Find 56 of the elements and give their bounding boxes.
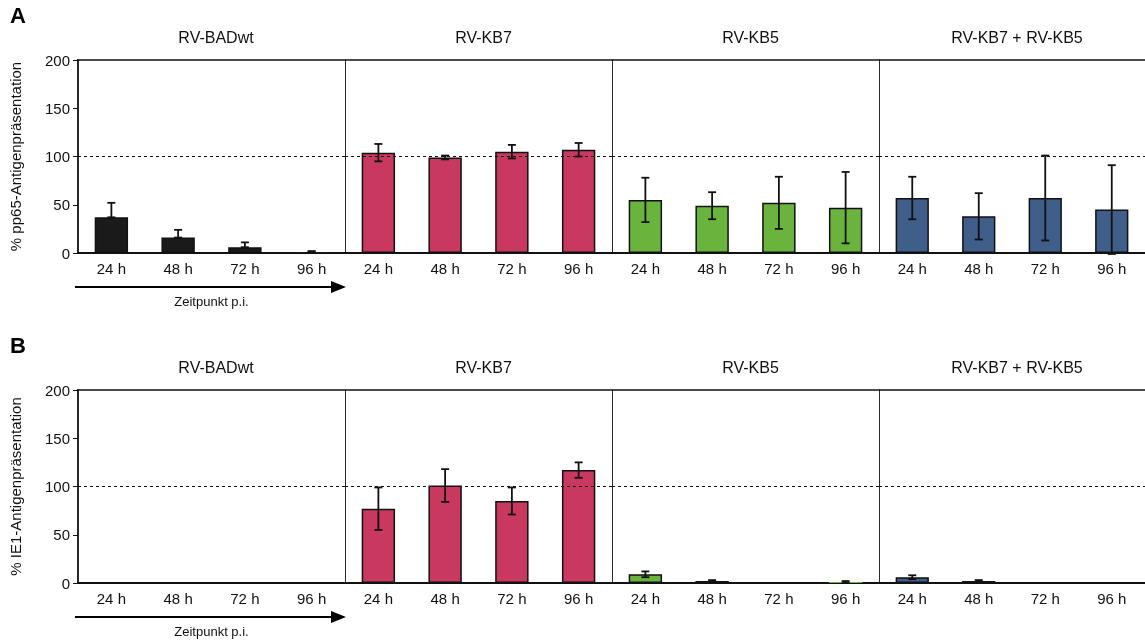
text: B [10,332,26,358]
x-tick-label: 48 h [964,260,994,277]
y-tick-label: 50 [53,196,70,214]
x-tick-label: 24 h [897,260,927,277]
y-axis-title: % IE1-Antigenpräsentation [7,397,24,576]
x-tick-label: 72 h [1030,590,1060,607]
x-tick-label: 48 h [697,260,727,277]
x-axis-title: Zeitpunkt p.i. [174,624,249,639]
x-tick-label: 24 h [897,590,927,607]
chart-title: RV-KB5 [722,28,779,46]
x-tick-label: 24 h [630,590,660,607]
x-tick-label: 24 h [630,260,660,277]
chart-title: RV-KB7 + RV-KB5 [951,28,1083,46]
x-tick-label: 24 h [363,260,393,277]
x-tick-label: 72 h [230,590,260,607]
x-tick-label: 24 h [363,590,393,607]
x-tick-label: 24 h [96,260,126,277]
x-tick-label: 72 h [764,590,794,607]
y-axis-title: % pp65-Antigenpräsentation [7,61,24,252]
x-tick-label: 96 h [831,260,861,277]
text: A [10,2,26,28]
chart-title: RV-BADwt [178,28,255,46]
chart-title: RV-BADwt [178,358,255,376]
x-tick-label: 96 h [297,590,327,607]
x-tick-label: 48 h [163,260,193,277]
y-tick-label: 200 [44,381,70,399]
x-tick-label: 72 h [497,590,527,607]
x-axis-title: Zeitpunkt p.i. [174,294,249,309]
chart-title: RV-KB7 + RV-KB5 [951,358,1083,376]
x-tick-label: 72 h [230,260,260,277]
chart-title: RV-KB7 [455,358,512,376]
y-tick-label: 150 [44,429,70,447]
x-tick-label: 96 h [1097,590,1127,607]
x-tick-label: 96 h [1097,260,1127,277]
x-tick-label: 24 h [96,590,126,607]
y-tick-label: 100 [44,478,70,495]
x-tick-label: 48 h [163,590,193,607]
y-tick-label: 200 [44,51,70,69]
x-tick-label: 96 h [564,590,594,607]
x-tick-label: 48 h [430,590,460,607]
x-tick-label: 72 h [764,260,794,277]
x-tick-label: 96 h [564,260,594,277]
y-tick-label: 100 [44,148,70,165]
x-tick-label: 72 h [1030,260,1060,277]
y-tick-label: 0 [61,244,70,262]
x-tick-label: 96 h [831,590,861,607]
x-tick-label: 48 h [430,260,460,277]
y-tick-label: 50 [53,526,70,544]
chart-title: RV-KB5 [722,358,779,376]
y-tick-label: 150 [44,99,70,117]
x-tick-label: 96 h [297,260,327,277]
chart-title: RV-KB7 [455,28,512,46]
x-tick-label: 72 h [497,260,527,277]
x-tick-label: 48 h [964,590,994,607]
y-tick-label: 0 [61,574,70,592]
x-tick-label: 48 h [697,590,727,607]
